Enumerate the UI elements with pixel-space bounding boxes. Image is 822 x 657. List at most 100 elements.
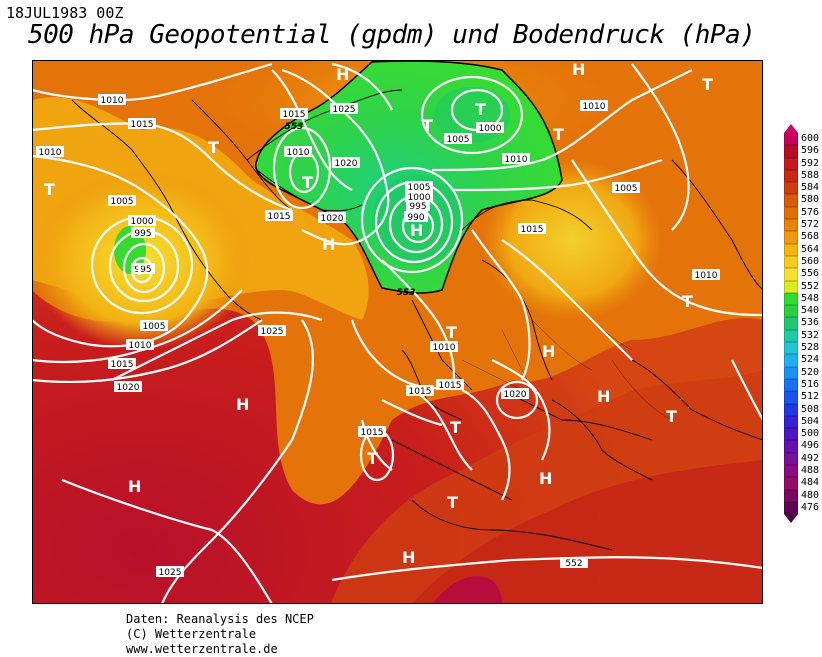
legend-value: 552 — [801, 280, 820, 292]
pressure-center: T — [422, 116, 433, 135]
pressure-center: T — [44, 180, 55, 199]
svg-text:1015: 1015 — [111, 360, 134, 370]
isobar-label: 1005 — [612, 182, 640, 194]
svg-text:1015: 1015 — [283, 110, 306, 120]
svg-text:1010: 1010 — [39, 148, 62, 158]
svg-text:1000: 1000 — [408, 193, 431, 203]
svg-text:1005: 1005 — [447, 135, 470, 145]
svg-text:1015: 1015 — [439, 381, 462, 391]
pressure-center: T — [447, 493, 458, 512]
svg-text:1010: 1010 — [129, 341, 152, 351]
legend-swatch — [784, 243, 798, 256]
pressure-center: H — [597, 387, 610, 406]
legend-value: 536 — [801, 317, 820, 329]
svg-text:553: 553 — [285, 122, 304, 132]
svg-text:995: 995 — [134, 265, 151, 275]
isobar-label: 995 — [406, 200, 430, 212]
svg-text:1015: 1015 — [409, 387, 432, 397]
isobar-label: 1010 — [36, 146, 64, 158]
legend-value: 592 — [801, 157, 820, 169]
isobar-label: 1000 — [405, 191, 433, 203]
isobar-label: 1010 — [98, 94, 126, 106]
legend-swatch — [784, 366, 798, 379]
svg-text:1010: 1010 — [433, 343, 456, 353]
legend-swatch — [784, 354, 798, 367]
svg-text:1015: 1015 — [131, 120, 154, 130]
isobar-label: 1005 — [405, 181, 433, 193]
legend-swatch — [784, 501, 798, 515]
isobar-label: 1015 — [406, 385, 434, 397]
svg-text:1010: 1010 — [583, 102, 606, 112]
svg-text:1025: 1025 — [159, 568, 182, 578]
isobar-label: 1015 — [436, 379, 464, 391]
svg-text:1010: 1010 — [101, 96, 124, 106]
legend-swatch — [784, 465, 798, 478]
legend-swatch — [784, 194, 798, 207]
isobar-label: 1010 — [502, 153, 530, 165]
legend-swatch — [784, 219, 798, 232]
svg-text:1025: 1025 — [261, 327, 284, 337]
svg-text:995: 995 — [409, 202, 426, 212]
isobar-label: 1010 — [430, 341, 458, 353]
legend-swatch — [784, 489, 798, 502]
legend-swatch — [784, 169, 798, 183]
isobar-label: 1005 — [444, 133, 472, 145]
legend-value: 480 — [801, 489, 820, 501]
legend-swatch — [784, 428, 798, 441]
svg-text:990: 990 — [407, 213, 424, 223]
legend-swatch — [784, 317, 798, 330]
legend-value: 548 — [801, 292, 820, 304]
legend-value: 560 — [801, 255, 820, 267]
isobar-label: 1000 — [128, 215, 156, 227]
isobar-label: 1015 — [265, 210, 293, 222]
legend-swatch — [784, 342, 798, 355]
height-field-584 — [412, 460, 763, 604]
legend-value: 584 — [801, 182, 820, 194]
legend-swatch — [784, 231, 798, 244]
legend-swatch — [784, 477, 798, 490]
isobar-label: 1015 — [108, 358, 136, 370]
legend-value: 572 — [801, 219, 820, 231]
footer-data-source: Daten: Reanalysis des NCEP — [126, 612, 314, 626]
pressure-center: T — [553, 125, 564, 144]
svg-text:552: 552 — [565, 559, 582, 569]
svg-text:1020: 1020 — [504, 390, 527, 400]
svg-text:1020: 1020 — [117, 383, 140, 393]
footer-copyright: (C) Wetterzentrale — [126, 627, 257, 641]
map-title: 500 hPa Geopotential (gpdm) und Bodendru… — [28, 20, 756, 50]
legend-value: 596 — [801, 145, 820, 157]
legend-value: 516 — [801, 378, 820, 390]
legend-value: 512 — [801, 391, 820, 403]
isobar-label: 995 — [131, 227, 155, 239]
legend-swatch — [784, 391, 798, 404]
isobar-label: 1020 — [114, 381, 142, 393]
svg-text:1005: 1005 — [143, 322, 166, 332]
isobar-label: 1010 — [126, 339, 154, 351]
legend-swatch — [784, 145, 798, 158]
legend-swatch — [784, 403, 798, 416]
map-date: 18JUL1983 00Z — [6, 4, 124, 22]
pressure-center: H — [336, 65, 349, 84]
legend-swatch — [784, 268, 798, 281]
svg-text:1025: 1025 — [333, 105, 356, 115]
pressure-center: T — [446, 323, 457, 342]
svg-text:1000: 1000 — [131, 217, 154, 227]
legend-labels: 600 596 592 588 584 580 576 572 568 564 560 556 552 5… — [801, 133, 819, 514]
legend-swatch — [784, 329, 798, 343]
legend-value: 476 — [801, 501, 820, 513]
isobar-label: 1010 — [692, 269, 720, 281]
svg-text:1015: 1015 — [361, 428, 384, 438]
legend-value: 528 — [801, 342, 820, 354]
legend-value: 576 — [801, 206, 820, 218]
pressure-center: H — [128, 477, 141, 496]
legend-value: 580 — [801, 194, 820, 206]
legend-value: 504 — [801, 415, 820, 427]
svg-text:1005: 1005 — [408, 183, 431, 193]
isobar-label: 1010 — [284, 146, 312, 158]
legend-value: 564 — [801, 243, 820, 255]
legend-value: 492 — [801, 452, 820, 464]
legend-swatch — [784, 305, 798, 318]
pressure-center: H — [402, 548, 415, 567]
pressure-center: H — [410, 221, 423, 240]
isobar-label: 1015 — [280, 108, 308, 120]
